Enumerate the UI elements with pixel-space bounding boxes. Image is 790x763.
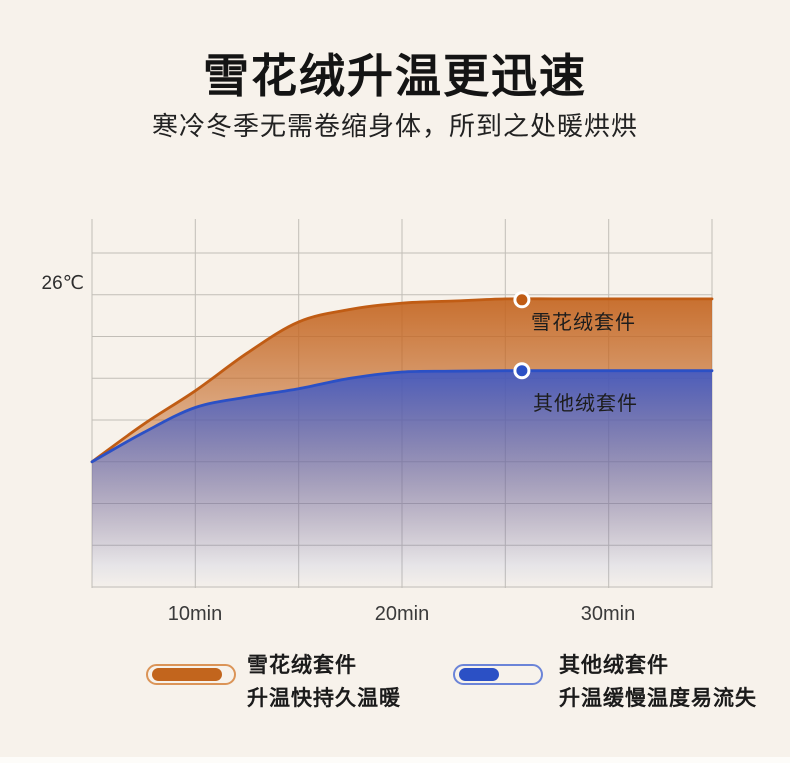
other-fleece-curve: [90, 369, 714, 464]
legend-title-snowflake-fleece: 雪花绒套件: [247, 654, 357, 677]
legend-entry-snowflake-fleece: 雪花绒套件 升温快持久温暖: [247, 649, 401, 715]
series-label-other-fleece: 其他绒套件: [533, 393, 638, 415]
other-fleece-area: [92, 370, 712, 588]
legend-desc-other-fleece: 升温缓慢温度易流失: [559, 687, 757, 710]
legend-title-other-fleece: 其他绒套件: [559, 654, 669, 677]
series-label-snowflake-fleece: 雪花绒套件: [531, 312, 636, 334]
legend-swatch-snowflake-fleece: [146, 664, 236, 685]
page-subtitle: 寒冷冬季无需卷缩身体，所到之处暖烘烘: [151, 111, 638, 141]
x-tick-30min: 30min: [580, 603, 636, 625]
footer-strip: [0, 757, 790, 763]
x-tick-10min: 10min: [167, 603, 223, 625]
legend-swatch-other-fleece: [453, 664, 543, 685]
x-tick-20min: 20min: [374, 603, 430, 625]
snowflake-fleece-curve: [90, 297, 714, 464]
page-title: 雪花绒升温更迅速: [203, 50, 587, 102]
legend-swatch-fill-orange: [152, 668, 222, 681]
legend-swatch-fill-blue: [459, 668, 499, 681]
y-axis-label: 26℃: [41, 273, 84, 294]
legend-desc-snowflake-fleece: 升温快持久温暖: [247, 687, 401, 710]
legend-entry-other-fleece: 其他绒套件 升温缓慢温度易流失: [559, 649, 757, 715]
snowflake-fleece-marker-dot: [513, 291, 531, 309]
other-fleece-marker-dot: [513, 362, 531, 380]
